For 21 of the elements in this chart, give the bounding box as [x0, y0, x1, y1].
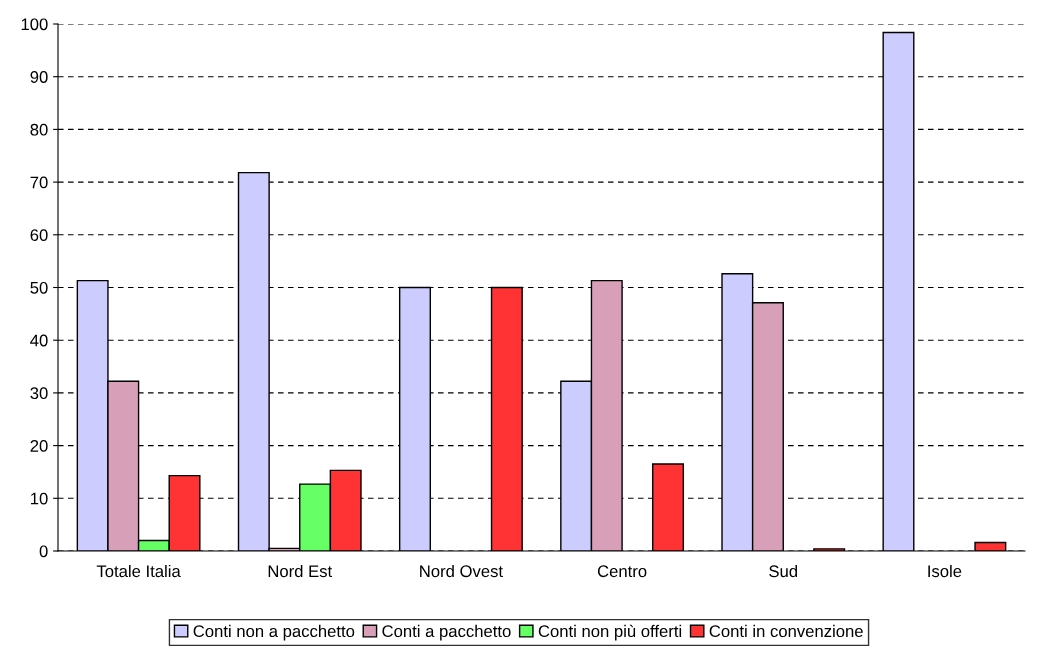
y-tick-label: 60	[30, 229, 48, 241]
x-tick-label: Isole	[928, 564, 962, 578]
x-tick-label: Centro	[597, 565, 647, 578]
x-tick-label: Totale Italia	[96, 564, 181, 578]
legend-label: Conti a pacchetto	[382, 624, 511, 641]
y-tick-label: 0	[39, 545, 48, 558]
y-tick-label: 90	[30, 71, 48, 83]
y-tick-label: 100	[21, 18, 48, 31]
y-tick-label: 70	[30, 176, 48, 189]
legend-label: Conti non più offerti	[538, 624, 682, 641]
y-tick-label: 10	[31, 492, 48, 505]
legend-label: Conti in convenzione	[709, 624, 863, 638]
y-tick-label: 20	[30, 440, 48, 452]
y-tick-label: 50	[30, 281, 48, 294]
x-tick-label: Nord Ovest	[420, 564, 503, 578]
y-tick-label: 30	[30, 387, 48, 400]
x-tick-label: Sud	[769, 564, 797, 578]
legend-label: Conti non a pacchetto	[193, 624, 355, 641]
y-tick-label: 40	[30, 334, 48, 347]
y-tick-label: 80	[30, 123, 48, 136]
x-tick-label: Nord Est	[268, 564, 333, 578]
